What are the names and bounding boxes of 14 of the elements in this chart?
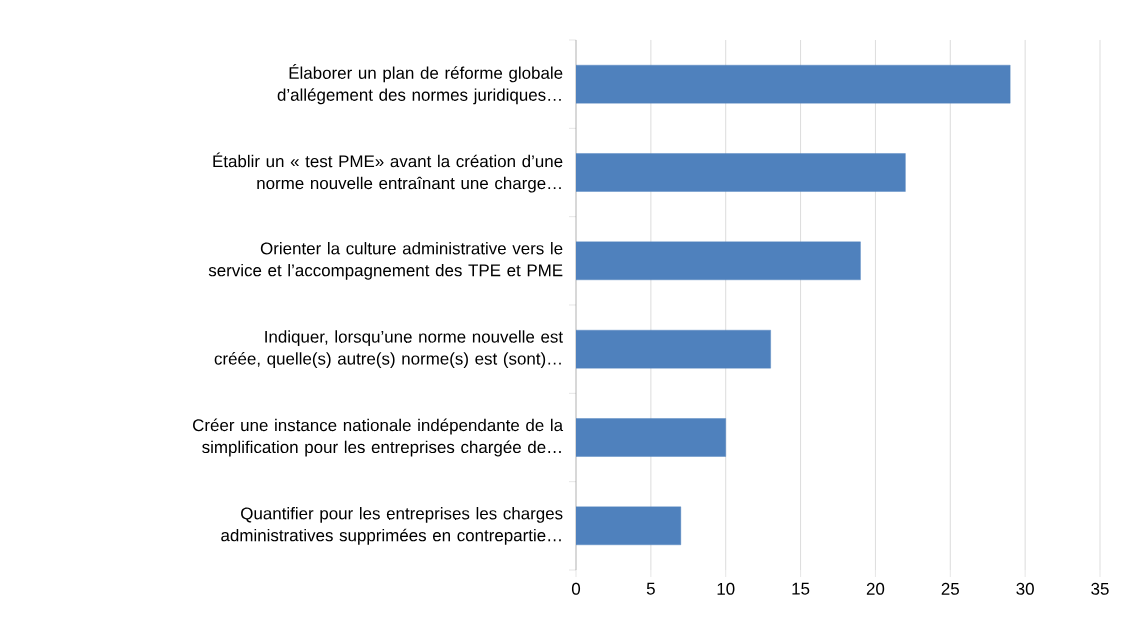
x-tick-label: 30	[1016, 582, 1034, 595]
y-tick-label: Indiquer, lorsqu’une norme nouvelle est créée, quelle(s) autre(s) norme(s) est (sont)…	[214, 330, 563, 369]
y-tick-label: Quantifier pour les entreprises les charges administratives supprimées en contrepartie…	[221, 506, 563, 545]
y-tick-label: Établir un « test PME» avant la création d’une norme nouvelle entraînant une charge…	[213, 152, 563, 193]
y-tick-label: Élaborer un plan de réforme globale d’allégement des normes juridiques…	[277, 64, 563, 105]
x-tick-label: 15	[792, 582, 810, 595]
x-tick-label: 20	[866, 582, 885, 595]
x-tick-label: 5	[646, 582, 655, 595]
x-tick-label: 0	[571, 582, 581, 595]
y-tick-label: Créer une instance nationale indépendante de la simplification pour les entreprises chargée de…	[193, 418, 564, 457]
x-tick-label: 35	[1091, 582, 1109, 595]
x-tick-label: 10	[717, 582, 735, 595]
x-tick-label: 25	[941, 582, 959, 595]
y-tick-label: Orienter la culture administrative vers le service et l’accompagnement des TPE et PME	[208, 241, 563, 280]
